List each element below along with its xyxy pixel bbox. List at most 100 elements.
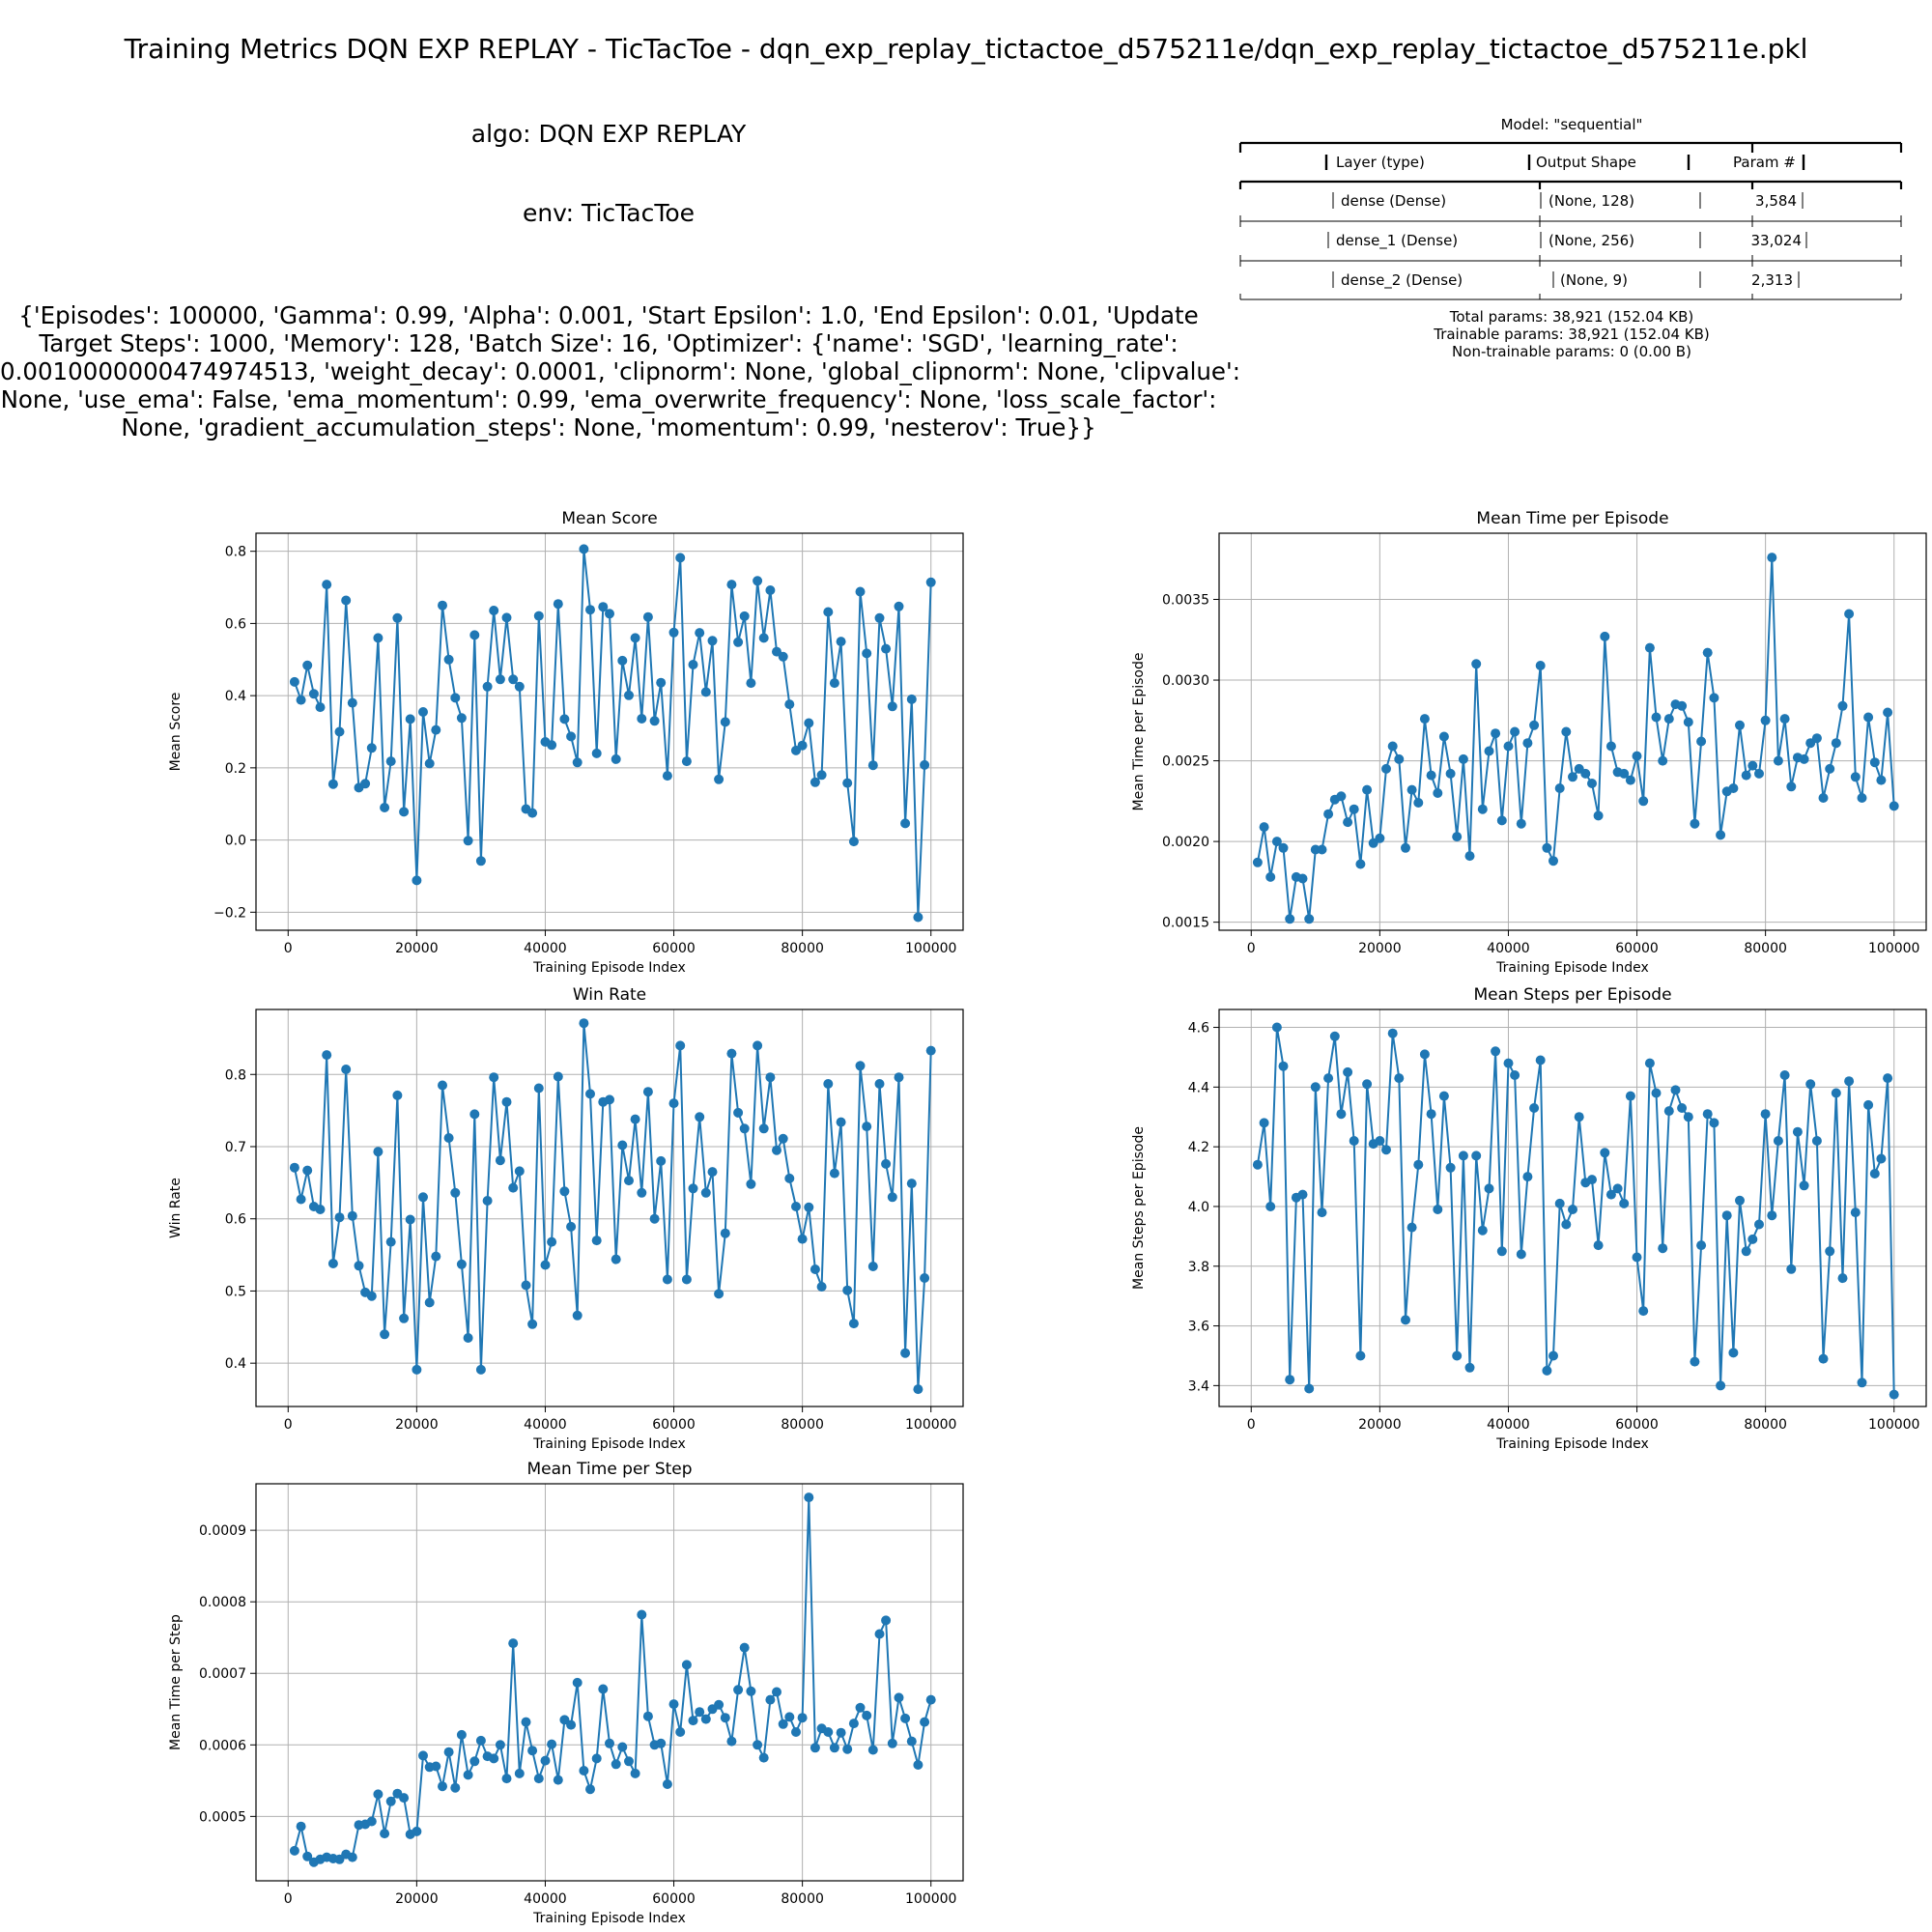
x-tick-label: 100000 [905, 1417, 956, 1433]
data-point [1419, 1049, 1430, 1060]
data-point [1593, 810, 1604, 821]
data-point [714, 774, 724, 784]
y-tick-label: 0.0007 [199, 1666, 246, 1682]
data-point [1535, 1055, 1546, 1065]
data-point [559, 714, 570, 724]
data-point [1381, 763, 1391, 774]
plot-frame [1218, 1009, 1927, 1407]
data-point [617, 1140, 628, 1151]
chart-title: Mean Time per Episode [1476, 509, 1668, 528]
data-point [1259, 822, 1269, 833]
data-point [894, 601, 904, 611]
data-point [1638, 796, 1649, 807]
data-point [553, 1071, 563, 1082]
data-point [341, 1065, 352, 1074]
series-line [1256, 1027, 1895, 1395]
data-point [881, 643, 892, 654]
data-point [591, 1753, 602, 1764]
data-point [431, 724, 441, 735]
data-point [1426, 1109, 1436, 1120]
data-point [720, 1713, 730, 1723]
data-point [1343, 817, 1353, 828]
data-point [366, 743, 377, 753]
data-point [714, 1699, 724, 1710]
data-point [681, 1660, 692, 1670]
x-tick-label: 40000 [1487, 941, 1530, 956]
data-point [1670, 1085, 1681, 1095]
data-point [656, 1738, 667, 1748]
x-tick-label: 80000 [1744, 941, 1787, 956]
data-point [900, 818, 911, 829]
data-point [354, 1261, 364, 1271]
model-row-shape: (None, 128) [1548, 192, 1634, 210]
data-point [1452, 1350, 1463, 1361]
x-axis-label: Training Episode Index [532, 1436, 686, 1452]
data-point [1773, 1136, 1783, 1146]
model-row-layer: dense (Dense) [1341, 192, 1446, 210]
data-point [688, 1183, 698, 1194]
data-point [797, 1713, 808, 1723]
model-header-layer: Layer (type) [1336, 154, 1425, 171]
data-point [605, 1738, 614, 1748]
data-point [1458, 1151, 1468, 1161]
plot-frame [255, 1009, 964, 1407]
data-point [726, 580, 737, 590]
y-axis-label: Mean Score [168, 693, 184, 772]
data-point [1741, 1246, 1751, 1257]
data-point [443, 1747, 454, 1757]
data-point [1605, 741, 1616, 752]
data-point [1548, 856, 1558, 867]
data-point [547, 1739, 557, 1749]
data-point [450, 693, 461, 703]
data-point [1863, 1099, 1874, 1110]
data-point [1760, 1109, 1771, 1120]
data-point [380, 803, 390, 812]
data-point [1837, 1273, 1848, 1284]
data-point [1690, 818, 1700, 829]
data-point [1805, 1079, 1816, 1090]
x-tick-label: 20000 [395, 941, 439, 956]
hyperparameters-line: 0.0010000000474974513, 'weight_decay': 0… [0, 357, 1240, 385]
data-point [1889, 801, 1899, 811]
data-point [1355, 859, 1366, 869]
data-point [1696, 1240, 1707, 1251]
data-point [302, 1851, 313, 1861]
data-point [874, 1079, 885, 1089]
data-point [1355, 1350, 1366, 1361]
data-point [366, 1816, 377, 1827]
data-point [630, 633, 640, 643]
data-point [778, 1719, 788, 1729]
data-point [1304, 1383, 1315, 1394]
data-point [714, 1289, 724, 1299]
chart-win-rate: 0 20000 40000 60000 80000 100000 0.4 0.5 0.6 0.7 0… [168, 985, 964, 1452]
x-tick-label: 80000 [781, 1417, 824, 1433]
x-axis-label: Training Episode Index [1495, 1436, 1649, 1452]
data-point [842, 1285, 853, 1295]
data-point [1625, 775, 1635, 785]
algo-label: algo: DQN EXP REPLAY [470, 120, 747, 148]
x-tick-label: 20000 [395, 1417, 439, 1433]
y-tick-label: 0.0030 [1162, 673, 1209, 689]
data-point [1452, 832, 1463, 842]
data-point [1825, 763, 1835, 774]
data-point [836, 1117, 846, 1127]
x-tick-label: 80000 [1744, 1417, 1787, 1433]
data-point [591, 748, 602, 758]
data-point [829, 1168, 839, 1179]
data-point [405, 1214, 415, 1225]
data-point [334, 1212, 345, 1223]
data-point [1477, 804, 1488, 814]
data-point [482, 1196, 493, 1206]
data-point [656, 1155, 667, 1166]
total-params: Total params: 38,921 (152.04 KB) [1449, 308, 1694, 326]
data-point [1375, 1136, 1385, 1146]
data-point [1799, 753, 1809, 764]
data-point [1683, 1112, 1693, 1122]
data-point [630, 1114, 640, 1124]
y-tick-label: 0.6 [225, 616, 246, 632]
data-point [521, 1280, 531, 1291]
data-point [1863, 712, 1874, 723]
data-point [1561, 1219, 1572, 1230]
data-point [1651, 712, 1662, 723]
